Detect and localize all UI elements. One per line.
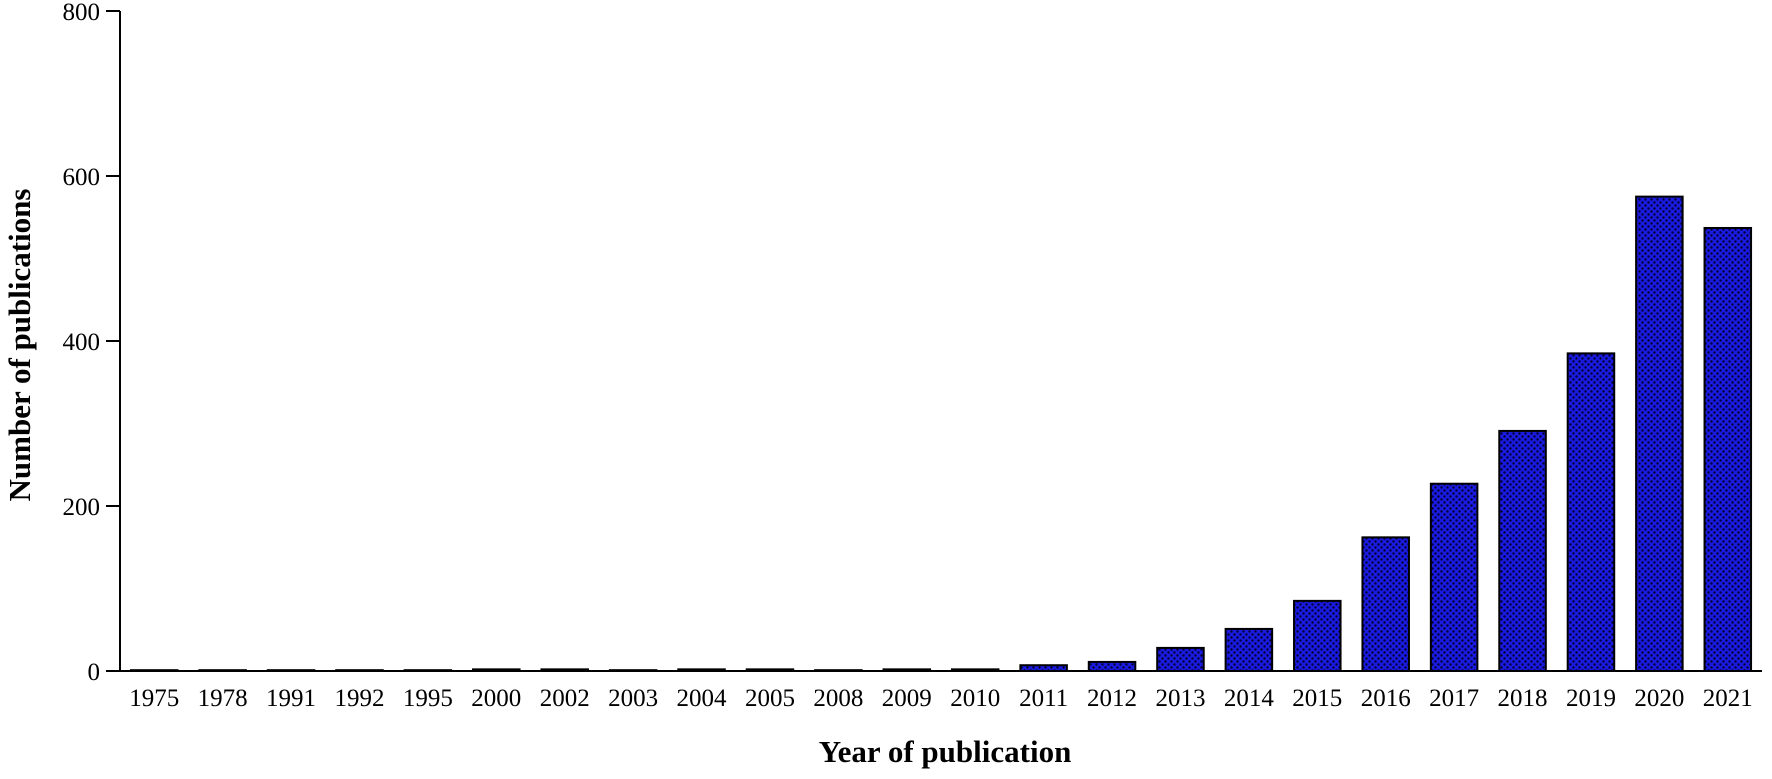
x-tick-label-2014: 2014 [1224, 685, 1275, 712]
x-tick-label-2016: 2016 [1361, 685, 1411, 712]
x-tick-label-2020: 2020 [1634, 685, 1684, 712]
bar-2021 [1703, 226, 1753, 672]
x-tick-label-2018: 2018 [1498, 685, 1548, 712]
x-tick-label-2017: 2017 [1429, 685, 1479, 712]
bar-2014 [1224, 627, 1274, 672]
x-tick-label-2011: 2011 [1019, 685, 1068, 712]
y-tick-label: 200 [63, 494, 101, 521]
x-tick-label-2009: 2009 [882, 685, 932, 712]
x-tick-label-2010: 2010 [950, 685, 1000, 712]
x-tick-label-2004: 2004 [677, 685, 728, 712]
x-tick-label-1975: 1975 [129, 685, 179, 712]
x-tick-label-1992: 1992 [334, 685, 384, 712]
x-tick-label-2012: 2012 [1087, 685, 1137, 712]
x-tick-label-2008: 2008 [813, 685, 863, 712]
x-axis-title: Year of publication [819, 734, 1072, 769]
x-tick-label-1991: 1991 [266, 685, 316, 712]
bar-2020 [1635, 195, 1684, 672]
x-tick-label-1978: 1978 [198, 685, 248, 712]
y-tick-label: 400 [63, 329, 101, 356]
x-tick-label-1995: 1995 [403, 685, 453, 712]
y-tick-label: 0 [88, 659, 101, 686]
bar-2016 [1361, 536, 1410, 672]
y-axis-title: Number of publications [2, 189, 37, 502]
x-tick-label-2005: 2005 [745, 685, 795, 712]
x-tick-label-2000: 2000 [471, 685, 521, 712]
x-tick-label-2013: 2013 [1155, 685, 1205, 712]
bar-2012 [1087, 660, 1137, 672]
x-axis: 1975 1978 1991 1992 1995 2000 2002 2003 2004 2005… [120, 670, 1762, 712]
bars-group [129, 195, 1753, 673]
y-axis: 0 200 400 600 800 [63, 0, 121, 686]
x-tick-label-2021: 2021 [1703, 685, 1753, 712]
x-tick-label-2002: 2002 [540, 685, 590, 712]
x-tick-label-2019: 2019 [1566, 685, 1616, 712]
x-tick-label-2003: 2003 [608, 685, 658, 712]
bar-2017 [1429, 482, 1479, 672]
y-tick-label: 600 [63, 164, 101, 191]
x-tick-label-2015: 2015 [1292, 685, 1342, 712]
bar-2015 [1293, 599, 1342, 672]
bar-2013 [1156, 646, 1205, 673]
bar-2019 [1566, 352, 1616, 672]
bar-2018 [1498, 429, 1547, 672]
y-tick-label: 800 [63, 0, 101, 26]
